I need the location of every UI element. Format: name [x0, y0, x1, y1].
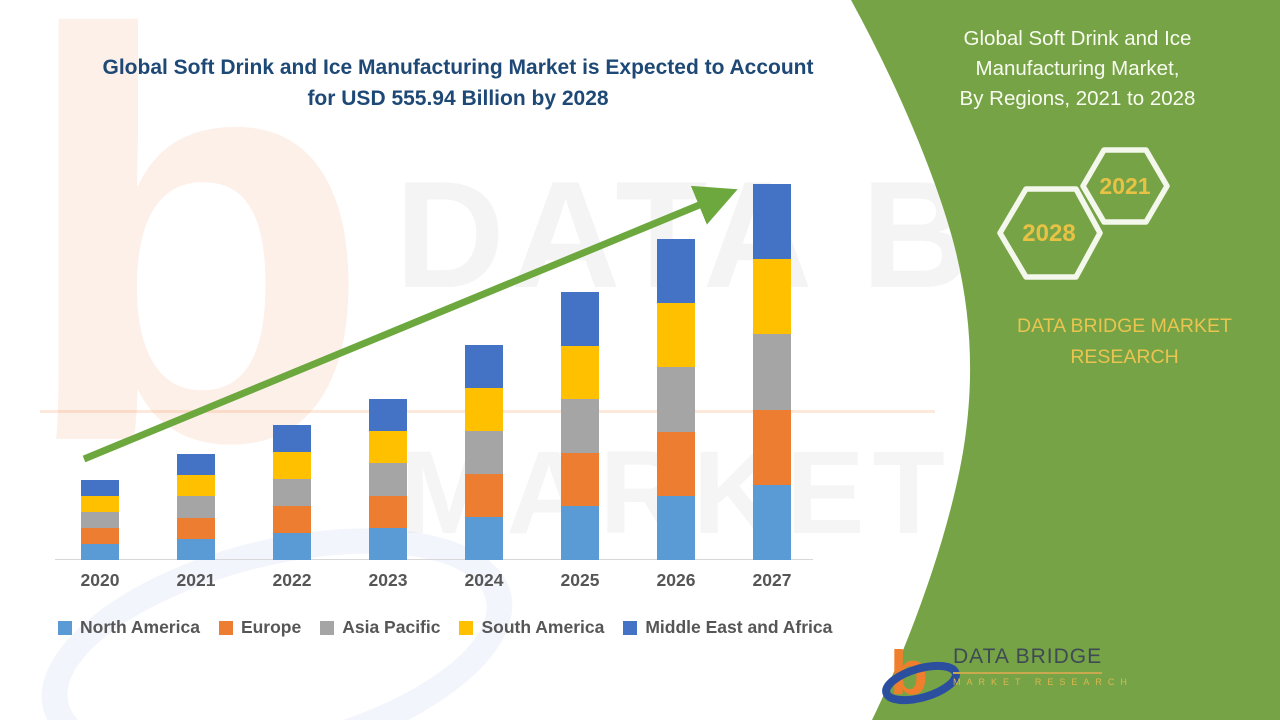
bar-segment-europe-2022 — [273, 506, 311, 533]
bar-segment-asia-pacific-2027 — [753, 334, 791, 410]
x-axis-label-2022: 2022 — [272, 570, 312, 590]
x-axis-line — [55, 559, 813, 560]
panel-brand-text: DATA BRIDGE MARKET RESEARCH — [1017, 315, 1232, 368]
panel-title-line2: Manufacturing Market, — [975, 57, 1180, 80]
bar-segment-europe-2027 — [753, 409, 791, 485]
bar-segment-south-america-2021 — [177, 475, 215, 497]
x-axis-label-2026: 2026 — [656, 570, 696, 590]
legend-item-europe: Europe — [218, 617, 302, 638]
bar-segment-north-america-2026 — [657, 495, 695, 560]
x-axis-label-2027: 2027 — [752, 570, 792, 590]
bar-segment-middle-east-and-africa-2027 — [753, 184, 791, 260]
chart-title-line1: Global Soft Drink and Ice Manufacturing … — [102, 56, 814, 79]
bar-segment-middle-east-and-africa-2020 — [81, 480, 119, 496]
legend-item-north-america: North America — [58, 617, 200, 638]
green-panel-shape — [851, 0, 1280, 720]
hexagon-2028 — [997, 186, 1103, 280]
bar-segment-asia-pacific-2020 — [81, 512, 119, 528]
bar-segment-south-america-2027 — [753, 259, 791, 335]
legend-swatch-middle-east-and-africa — [623, 620, 638, 635]
bar-segment-asia-pacific-2022 — [273, 479, 311, 506]
legend-label-middle-east-and-africa: Middle East and Africa — [645, 617, 833, 637]
legend-item-south-america: South America — [459, 617, 604, 638]
logo-text-block: DATA BRIDGE MARKET RESEARCH — [953, 645, 1153, 687]
bar-segment-south-america-2020 — [81, 496, 119, 512]
chart-title-line2: for USD 555.94 Billion by 2028 — [307, 87, 609, 110]
hexagon-2021-label: 2021 — [1099, 173, 1150, 199]
legend-item-asia-pacific: Asia Pacific — [320, 617, 440, 638]
bar-segment-europe-2020 — [81, 528, 119, 544]
x-axis-label-2020: 2020 — [80, 570, 120, 590]
logo-subtitle: MARKET RESEARCH — [953, 677, 1133, 687]
legend-swatch-south-america — [459, 620, 474, 635]
hexagon-2021 — [1080, 147, 1170, 225]
stacked-bar-2020 — [81, 480, 119, 560]
x-axis-label-2025: 2025 — [560, 570, 600, 590]
bar-segment-europe-2024 — [465, 474, 503, 517]
legend-item-middle-east-and-africa: Middle East and Africa — [623, 617, 832, 638]
bar-segment-north-america-2020 — [81, 544, 119, 560]
bar-segment-europe-2021 — [177, 517, 215, 539]
x-axis-label-2023: 2023 — [368, 570, 408, 590]
bar-segment-north-america-2025 — [561, 506, 599, 560]
panel-title-line1: Global Soft Drink and Ice — [963, 27, 1192, 50]
bar-segment-north-america-2024 — [465, 517, 503, 560]
legend-swatch-north-america — [58, 620, 72, 635]
logo-name: DATA BRIDGE — [953, 645, 1103, 674]
stacked-bar-2027 — [753, 184, 791, 560]
bar-segment-asia-pacific-2023 — [369, 463, 407, 496]
panel-title-line3: By Regions, 2021 to 2028 — [959, 87, 1196, 110]
legend-label-europe: Europe — [240, 617, 302, 637]
x-axis-label-2021: 2021 — [176, 570, 216, 590]
chart-title: Global Soft Drink and Ice Manufacturing … — [58, 52, 858, 114]
bar-segment-north-america-2022 — [273, 533, 311, 560]
bar-segment-north-america-2023 — [369, 527, 407, 560]
panel-title: Global Soft Drink and Ice Manufacturing … — [925, 24, 1230, 114]
x-axis-label-2024: 2024 — [464, 570, 504, 590]
bar-segment-north-america-2021 — [177, 538, 215, 560]
legend-label-south-america: South America — [481, 617, 605, 637]
legend-swatch-europe — [218, 620, 233, 635]
bar-segment-north-america-2027 — [753, 484, 791, 560]
chart-legend: North America Europe Asia Pacific South Ame… — [58, 617, 832, 638]
hexagon-2028-label: 2028 — [1022, 220, 1075, 247]
legend-label-north-america: North America — [80, 617, 200, 637]
legend-swatch-asia-pacific — [320, 620, 335, 635]
bar-segment-asia-pacific-2021 — [177, 496, 215, 518]
bar-segment-europe-2023 — [369, 495, 407, 528]
legend-label-asia-pacific: Asia Pacific — [342, 617, 441, 637]
